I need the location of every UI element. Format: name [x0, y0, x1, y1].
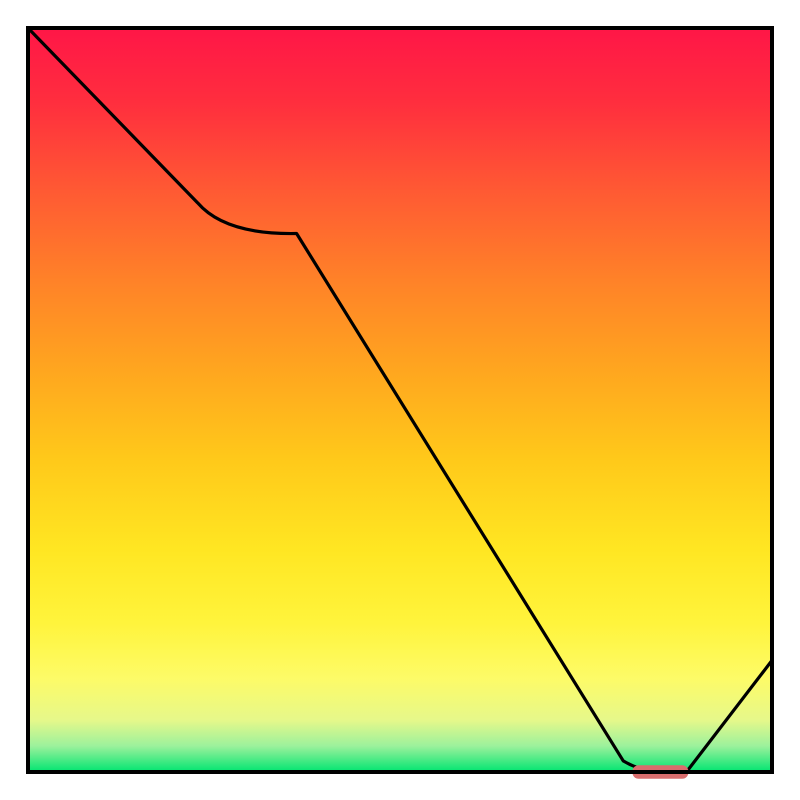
chart-area — [0, 0, 800, 800]
